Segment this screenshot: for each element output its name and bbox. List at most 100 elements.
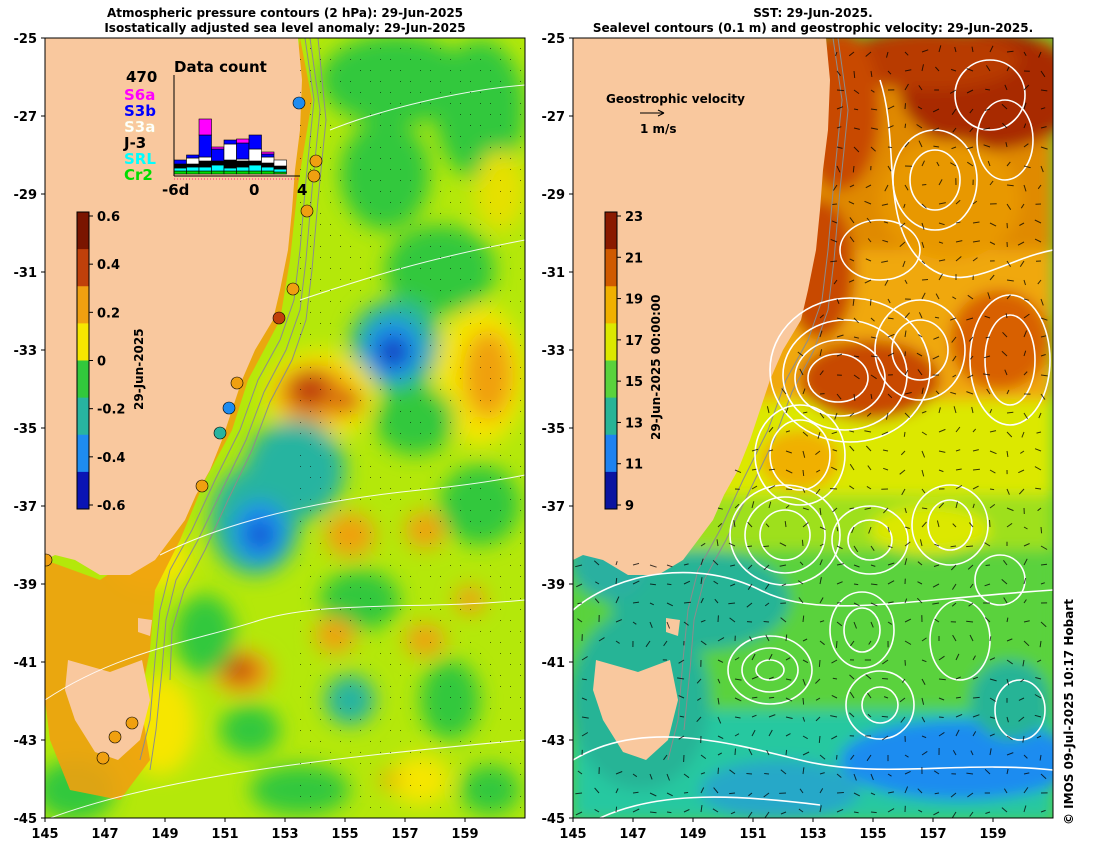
left-colorbar-tick-label: -0.6 bbox=[97, 499, 125, 514]
velocity-arrow bbox=[734, 503, 740, 509]
track-dot bbox=[420, 433, 421, 434]
velocity-arrow bbox=[955, 449, 961, 452]
track-dot bbox=[500, 719, 501, 720]
track-dot bbox=[500, 785, 501, 786]
velocity-arrow bbox=[952, 127, 957, 133]
velocity-arrow bbox=[815, 697, 821, 701]
track-dot bbox=[360, 763, 361, 764]
track-dot bbox=[440, 213, 441, 214]
velocity-arrow bbox=[935, 293, 940, 300]
track-dot bbox=[520, 708, 521, 709]
velocity-arrow bbox=[1006, 411, 1014, 414]
track-dot bbox=[340, 807, 341, 808]
right-lon-tick-label: 155 bbox=[859, 827, 886, 842]
track-dot bbox=[520, 697, 521, 698]
track-dot bbox=[400, 103, 401, 104]
track-dot bbox=[350, 774, 351, 775]
velocity-arrow bbox=[904, 786, 909, 794]
right-lat-tick-label: -29 bbox=[542, 188, 566, 203]
track-dot bbox=[320, 378, 321, 379]
velocity-arrow bbox=[615, 788, 619, 794]
right-colorbar-tick-label: 21 bbox=[625, 251, 643, 266]
track-dot bbox=[410, 224, 411, 225]
track-dot bbox=[490, 334, 491, 335]
track-dot bbox=[400, 235, 401, 236]
track-dot bbox=[350, 59, 351, 60]
track-dot bbox=[450, 664, 451, 665]
track-dot bbox=[480, 356, 481, 357]
track-dot bbox=[510, 257, 511, 258]
velocity-arrow bbox=[577, 618, 583, 623]
track-dot bbox=[340, 532, 341, 533]
velocity-arrow bbox=[632, 601, 640, 604]
histogram-bar-segment bbox=[248, 170, 262, 175]
track-dot bbox=[410, 521, 411, 522]
velocity-arrow bbox=[971, 46, 974, 53]
velocity-arrow bbox=[712, 808, 719, 813]
velocity-arrow bbox=[972, 731, 977, 737]
track-dot bbox=[490, 268, 491, 269]
track-dot bbox=[410, 257, 411, 258]
track-dot bbox=[520, 477, 521, 478]
track-dot bbox=[410, 59, 411, 60]
velocity-arrow bbox=[1023, 298, 1029, 301]
track-dot bbox=[380, 785, 381, 786]
left-colorbar-tick-label: -0.2 bbox=[97, 403, 125, 418]
track-dot bbox=[440, 422, 441, 423]
track-dot bbox=[480, 730, 481, 731]
velocity-arrow bbox=[966, 68, 974, 72]
track-dot bbox=[460, 609, 461, 610]
track-dot bbox=[420, 334, 421, 335]
velocity-arrow bbox=[1006, 507, 1014, 512]
right-colorbar-swatch bbox=[605, 249, 617, 287]
right-lat-tick-label: -27 bbox=[542, 110, 566, 125]
track-dot bbox=[360, 191, 361, 192]
velocity-arrow bbox=[802, 735, 808, 740]
velocity-arrow bbox=[836, 126, 842, 129]
track-dot bbox=[520, 411, 521, 412]
track-dot bbox=[460, 741, 461, 742]
velocity-arrow bbox=[1023, 102, 1027, 110]
track-dot bbox=[450, 796, 451, 797]
velocity-arrow bbox=[768, 653, 773, 661]
left-colorbar-gradient bbox=[77, 212, 89, 510]
track-dot bbox=[490, 642, 491, 643]
velocity-arrow bbox=[768, 449, 774, 452]
velocity-arrow bbox=[799, 561, 804, 566]
velocity-arrow bbox=[1005, 142, 1008, 148]
velocity-arrow bbox=[904, 392, 912, 395]
track-dot bbox=[350, 708, 351, 709]
velocity-arrow bbox=[717, 697, 720, 705]
track-dot bbox=[330, 103, 331, 104]
track-dot bbox=[370, 114, 371, 115]
velocity-arrow bbox=[1039, 754, 1042, 761]
velocity-arrow bbox=[1006, 617, 1009, 623]
velocity-arrow bbox=[764, 583, 770, 590]
velocity-arrow bbox=[1003, 788, 1008, 794]
track-dot bbox=[410, 147, 411, 148]
velocity-arrow bbox=[700, 558, 704, 566]
velocity-arrow bbox=[785, 749, 788, 756]
track-dot bbox=[350, 543, 351, 544]
track-dot bbox=[350, 411, 351, 412]
track-dot bbox=[440, 620, 441, 621]
velocity-arrow bbox=[819, 543, 824, 547]
track-dot bbox=[320, 246, 321, 247]
track-dot bbox=[340, 609, 341, 610]
track-dot bbox=[510, 202, 511, 203]
velocity-arrow bbox=[966, 146, 974, 150]
velocity-arrow bbox=[972, 676, 979, 680]
track-dot bbox=[420, 521, 421, 522]
velocity-arrow bbox=[866, 412, 872, 417]
track-dot bbox=[490, 136, 491, 137]
right-panel-title: SST: 29-Jun-2025. Sealevel contours (0.1… bbox=[573, 6, 1053, 36]
track-dot bbox=[380, 686, 381, 687]
track-dot bbox=[490, 433, 491, 434]
velocity-arrow bbox=[983, 355, 991, 359]
velocity-arrow bbox=[864, 507, 872, 510]
track-dot bbox=[350, 554, 351, 555]
track-dot bbox=[490, 169, 491, 170]
track-dot bbox=[510, 752, 511, 753]
velocity-arrow bbox=[900, 450, 906, 456]
track-dot bbox=[390, 466, 391, 467]
